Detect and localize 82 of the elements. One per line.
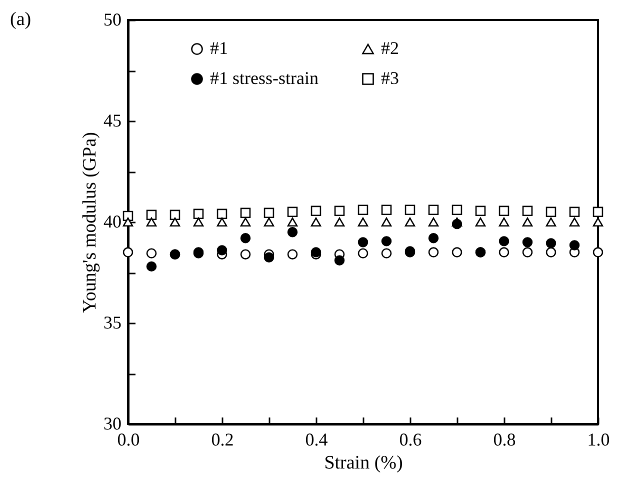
- point: [216, 217, 228, 227]
- point: [452, 218, 462, 230]
- point: [475, 217, 486, 227]
- legend-label: #3: [381, 68, 399, 88]
- point: [452, 204, 462, 215]
- point: [170, 210, 180, 220]
- point: [498, 206, 510, 216]
- point: [216, 208, 228, 220]
- x-axis-title: Strain (%): [324, 452, 403, 474]
- y-tick-label: 50: [104, 10, 122, 30]
- point: [240, 217, 251, 227]
- point: [522, 237, 533, 248]
- point: [264, 208, 274, 218]
- point: [498, 236, 510, 246]
- point: [475, 206, 486, 216]
- point: [569, 240, 580, 250]
- point: [404, 204, 416, 215]
- point: [428, 204, 439, 215]
- y-tick-label: 40: [104, 212, 122, 232]
- x-tick-label: 0.4: [305, 430, 328, 450]
- point: [381, 248, 392, 258]
- x-tick-label: 1.0: [587, 430, 610, 450]
- y-axis-title: Young's modulus (GPa): [80, 132, 100, 313]
- point: [146, 261, 157, 272]
- point: [334, 255, 345, 266]
- point: [358, 237, 368, 248]
- point: [334, 206, 345, 216]
- point: [358, 248, 368, 258]
- point: [358, 204, 368, 215]
- point: [287, 217, 298, 227]
- point: [404, 217, 416, 227]
- point: [287, 249, 298, 260]
- point: [334, 217, 345, 227]
- point: [122, 247, 134, 258]
- point: [264, 252, 274, 262]
- point: [381, 217, 392, 227]
- point: [216, 245, 228, 256]
- point: [358, 217, 368, 227]
- point: [546, 238, 556, 248]
- point: [287, 226, 298, 238]
- point: [240, 208, 251, 218]
- point: [546, 247, 556, 258]
- point: [592, 217, 604, 227]
- legend-label: #1: [210, 38, 228, 58]
- point: [428, 247, 439, 258]
- point: [428, 217, 439, 227]
- point: [498, 247, 510, 258]
- point: [569, 217, 580, 227]
- point: [193, 208, 204, 220]
- point: [546, 217, 556, 227]
- legend-label: #1 stress-strain: [210, 68, 318, 88]
- point: [310, 217, 322, 227]
- point: [193, 217, 204, 227]
- point: [428, 233, 439, 244]
- y-tick-label: 45: [104, 110, 122, 130]
- point: [310, 206, 322, 216]
- point: [452, 247, 462, 258]
- point: [146, 248, 157, 258]
- point: [264, 217, 274, 227]
- point: [522, 206, 533, 216]
- point: [498, 217, 510, 227]
- point: [240, 249, 251, 260]
- legend-label: #2: [381, 38, 399, 58]
- x-tick-label: 0.8: [493, 430, 516, 450]
- point: [592, 247, 604, 258]
- point: [546, 206, 556, 218]
- point: [522, 247, 533, 258]
- point: [146, 217, 157, 227]
- point: [381, 204, 392, 215]
- point: [146, 210, 157, 220]
- point: [522, 217, 533, 227]
- point: [122, 217, 134, 227]
- point: [287, 206, 298, 218]
- x-tick-label: 0.2: [211, 430, 234, 450]
- point: [569, 206, 580, 218]
- y-tick-label: 35: [104, 312, 122, 332]
- chart-title: (a): [10, 9, 32, 30]
- point: [381, 236, 392, 246]
- point: [240, 233, 251, 244]
- point: [170, 217, 180, 227]
- point: [592, 206, 604, 218]
- x-tick-label: 0.6: [399, 430, 422, 450]
